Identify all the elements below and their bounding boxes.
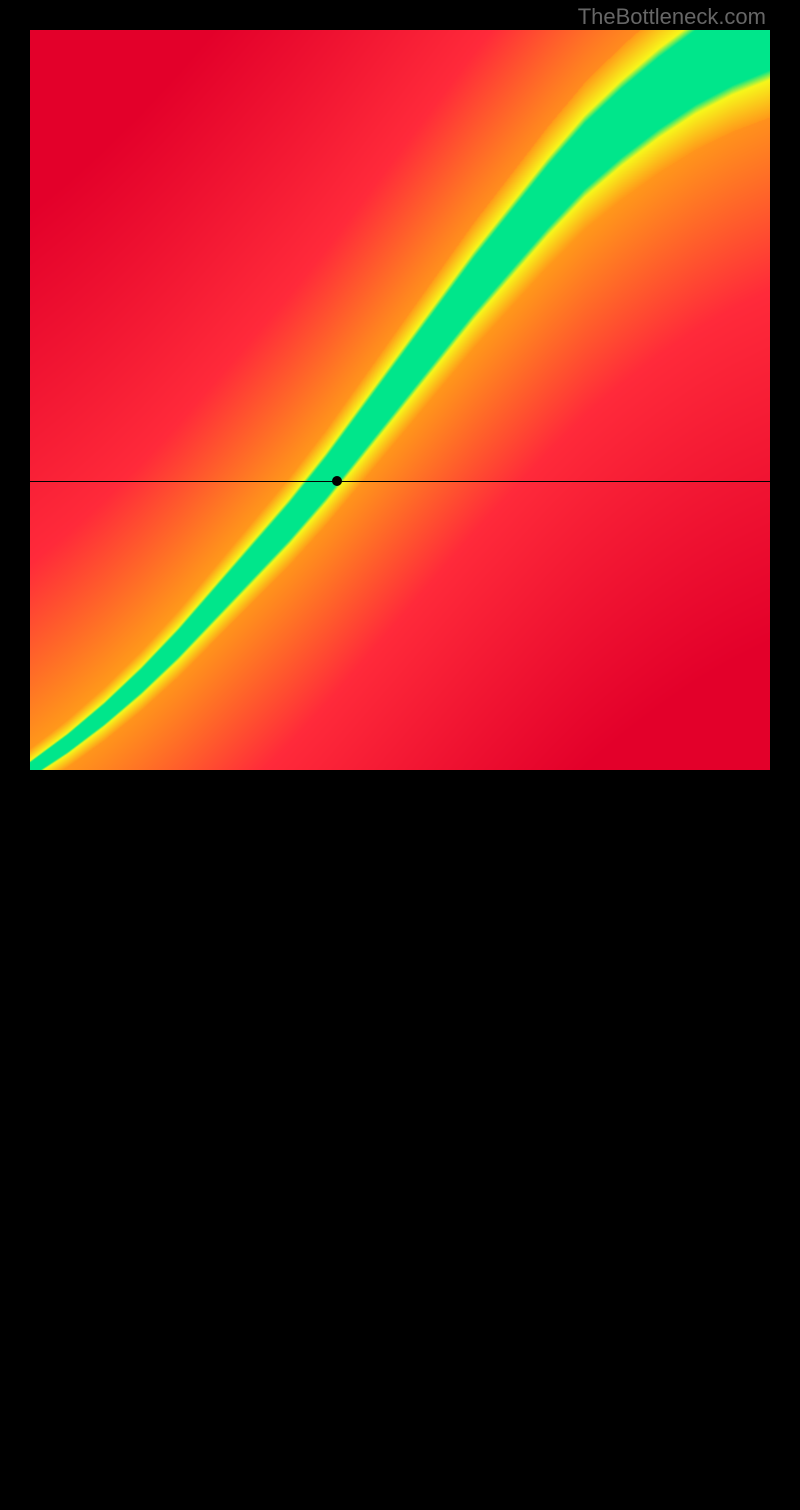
heatmap-canvas — [30, 30, 770, 770]
crosshair-horizontal — [30, 481, 770, 482]
crosshair-marker — [332, 476, 342, 486]
crosshair-vertical — [337, 770, 338, 1510]
watermark-text: TheBottleneck.com — [578, 4, 766, 30]
heatmap-plot — [30, 30, 770, 770]
